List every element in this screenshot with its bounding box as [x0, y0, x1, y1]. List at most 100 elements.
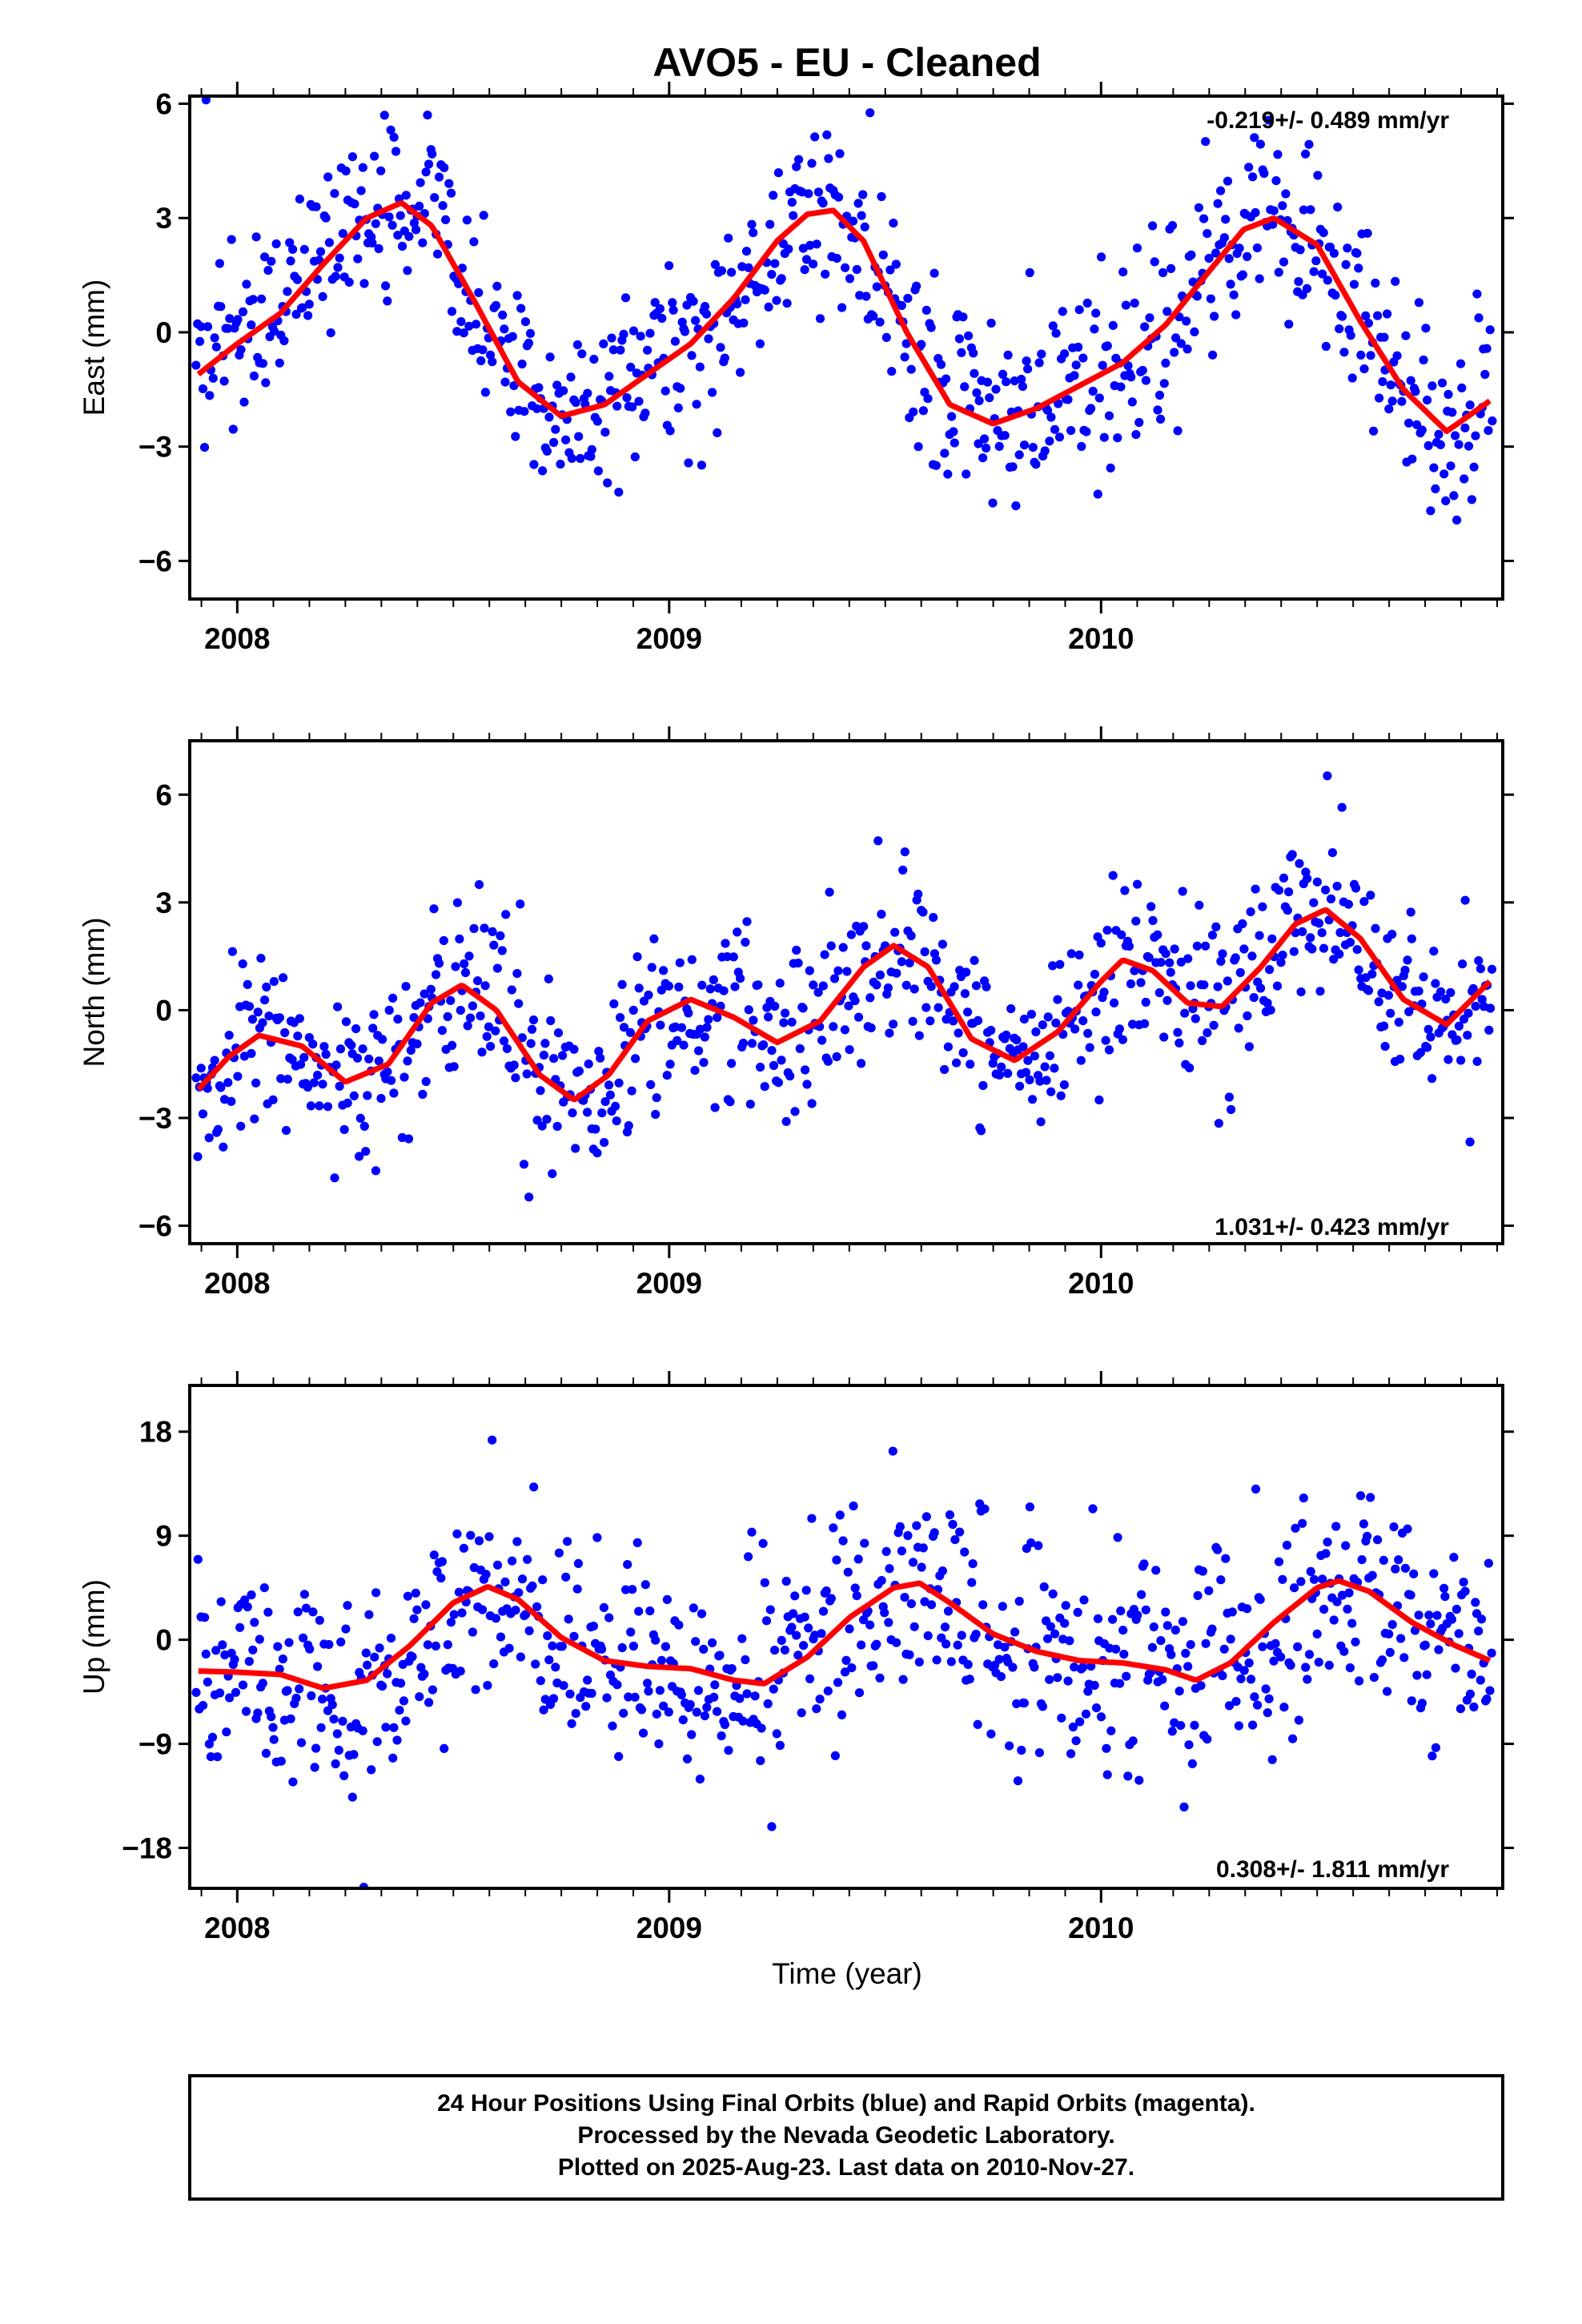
- data-point: [821, 1586, 831, 1596]
- data-point: [315, 1615, 324, 1625]
- data-point: [900, 847, 909, 857]
- data-point: [804, 1623, 813, 1633]
- data-point: [1465, 400, 1475, 410]
- data-point: [1182, 344, 1192, 354]
- data-point: [1055, 959, 1065, 969]
- data-point: [1021, 1068, 1031, 1077]
- data-point: [1166, 967, 1175, 977]
- data-point: [304, 300, 314, 309]
- data-point: [576, 453, 585, 464]
- data-point: [1133, 879, 1142, 889]
- data-point: [1439, 469, 1449, 479]
- data-point: [267, 256, 276, 266]
- data-point: [1379, 1021, 1389, 1031]
- data-point: [1371, 923, 1380, 933]
- data-point: [773, 1078, 784, 1088]
- data-point: [1070, 371, 1079, 380]
- data-point: [813, 187, 823, 197]
- data-point: [1051, 328, 1061, 338]
- data-point: [1223, 176, 1233, 186]
- data-point: [416, 178, 425, 187]
- data-point: [364, 1054, 374, 1063]
- data-point: [1023, 364, 1033, 374]
- data-point: [976, 1126, 986, 1136]
- data-point: [665, 1059, 675, 1069]
- data-point: [996, 1672, 1006, 1682]
- data-point: [875, 1673, 885, 1683]
- data-point: [597, 1108, 607, 1118]
- data-point: [1306, 933, 1315, 943]
- data-point: [857, 211, 866, 220]
- data-point: [931, 955, 942, 965]
- data-point: [950, 982, 959, 991]
- data-point: [684, 458, 693, 468]
- data-point: [440, 1743, 449, 1753]
- data-point: [476, 356, 486, 366]
- data-point: [807, 1099, 817, 1108]
- data-point: [1281, 189, 1291, 199]
- data-point: [231, 1687, 241, 1697]
- data-point: [191, 1687, 201, 1697]
- data-point: [571, 397, 580, 408]
- data-point: [640, 1580, 650, 1590]
- data-point: [1295, 858, 1304, 868]
- data-point: [973, 1015, 983, 1025]
- data-point: [295, 1014, 304, 1023]
- data-point: [457, 1608, 467, 1618]
- data-point: [529, 1482, 539, 1492]
- data-point: [912, 281, 921, 291]
- data-point: [1454, 1629, 1464, 1638]
- data-point: [1293, 1642, 1303, 1651]
- data-point: [1407, 934, 1416, 943]
- data-point: [563, 1537, 572, 1546]
- data-point: [565, 1689, 575, 1699]
- data-point: [1443, 389, 1453, 400]
- data-point: [244, 1002, 255, 1011]
- data-point: [767, 1822, 777, 1831]
- data-point: [262, 982, 271, 992]
- data-point: [643, 1679, 652, 1688]
- data-point: [281, 1126, 291, 1136]
- data-point: [421, 1076, 431, 1087]
- data-point: [777, 1055, 786, 1065]
- data-point: [1474, 1626, 1484, 1636]
- data-point: [1042, 1076, 1051, 1085]
- data-point: [1118, 267, 1128, 277]
- data-point: [1276, 958, 1286, 967]
- data-point: [1132, 243, 1142, 253]
- data-point: [947, 412, 957, 421]
- data-point: [918, 907, 928, 917]
- data-point: [511, 1073, 520, 1083]
- data-point: [1411, 387, 1420, 396]
- data-point: [1183, 954, 1193, 963]
- data-point: [770, 259, 780, 268]
- data-point: [793, 1651, 803, 1660]
- data-point: [823, 1687, 833, 1696]
- data-point: [1429, 463, 1439, 472]
- data-point: [624, 1121, 633, 1131]
- data-point: [897, 300, 906, 311]
- data-point: [837, 303, 847, 312]
- data-point: [223, 324, 233, 333]
- data-point: [1203, 1028, 1212, 1038]
- data-point: [1071, 1736, 1081, 1746]
- data-point: [446, 188, 456, 198]
- data-point: [404, 231, 414, 241]
- data-point: [1133, 1610, 1142, 1620]
- data-point: [1309, 267, 1319, 276]
- data-point: [352, 1053, 363, 1063]
- data-point: [429, 1550, 439, 1560]
- data-point: [1414, 1610, 1423, 1620]
- data-point: [901, 339, 911, 348]
- data-point: [1156, 1636, 1166, 1646]
- data-point: [1400, 965, 1410, 975]
- data-point: [1468, 983, 1478, 994]
- data-point: [659, 1701, 669, 1711]
- data-point: [456, 1667, 465, 1676]
- data-point: [1355, 1491, 1366, 1501]
- data-point: [238, 307, 248, 316]
- data-point: [929, 913, 938, 923]
- data-point: [1045, 436, 1054, 446]
- data-point: [284, 1638, 294, 1647]
- data-point: [1452, 515, 1462, 525]
